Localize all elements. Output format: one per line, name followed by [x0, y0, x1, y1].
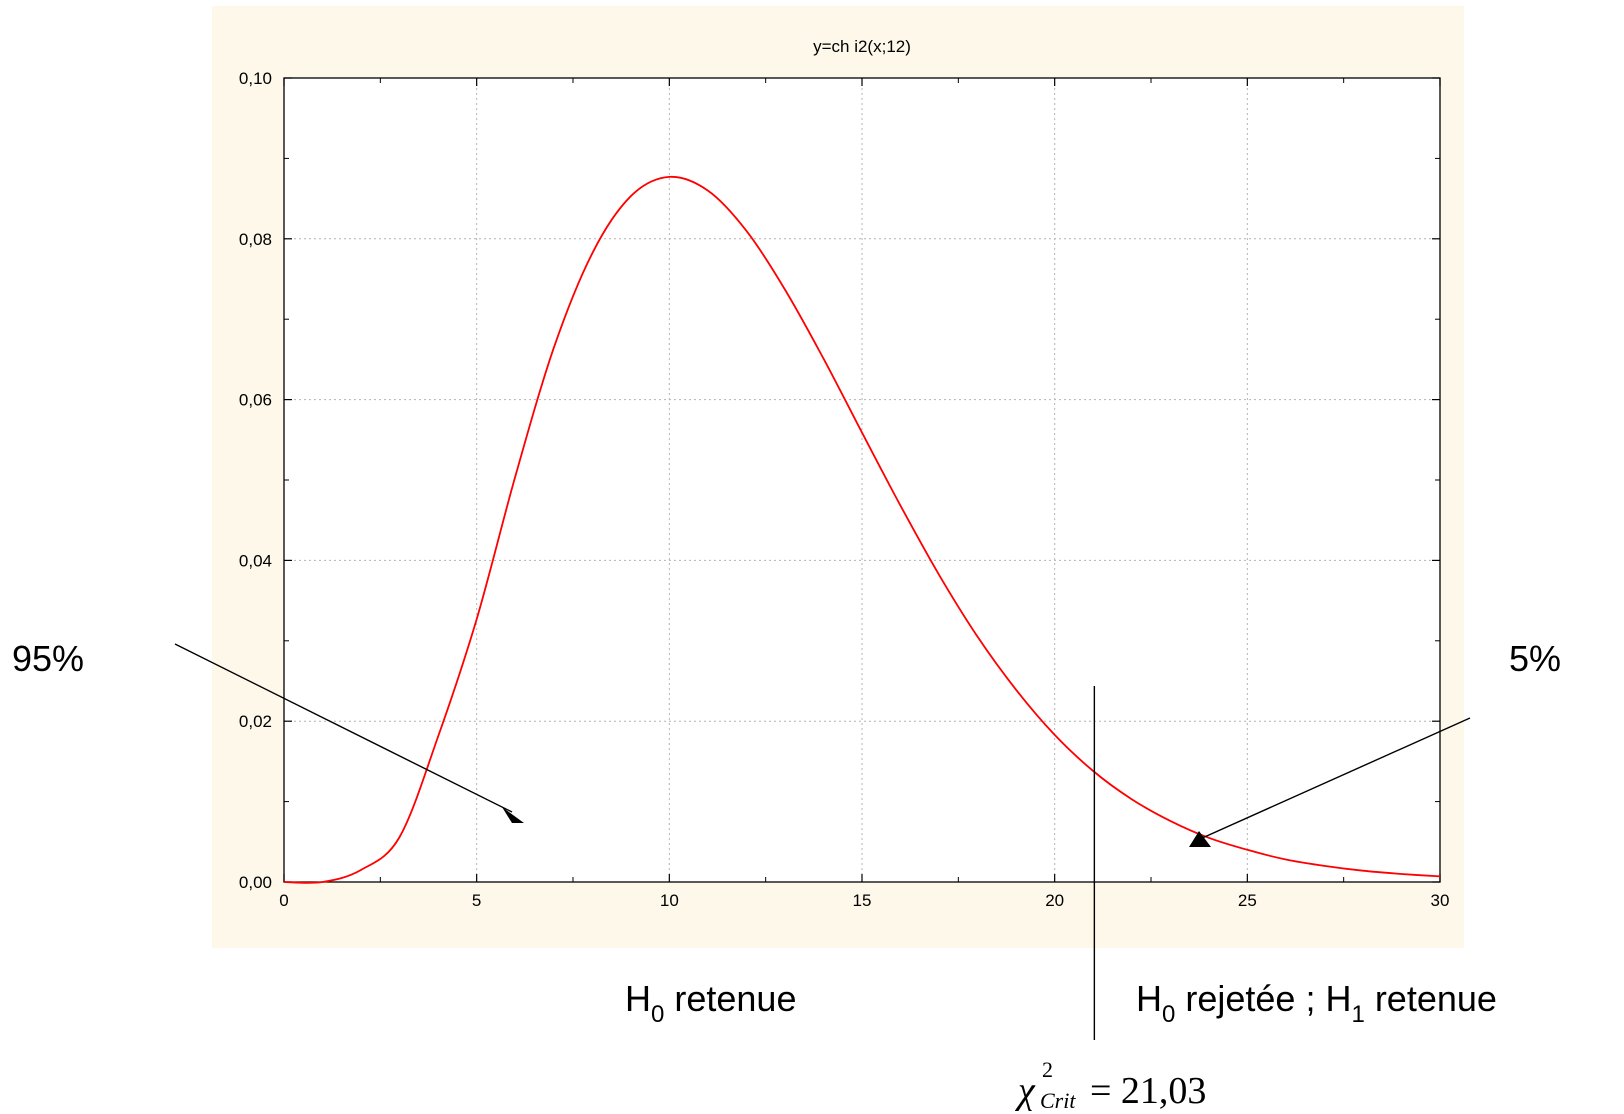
- y-tick-labels: 0,00 0,02 0,04 0,06 0,08 0,10: [239, 69, 272, 892]
- svg-text:= 21,03: = 21,03: [1090, 1070, 1206, 1112]
- x-tick-label: 15: [853, 891, 872, 910]
- svg-text:χ: χ: [1014, 1070, 1036, 1112]
- h0-retained-label: H0 retenue: [625, 978, 796, 1028]
- h0-rejected-label: H0 rejetée ; H1 retenue: [1136, 978, 1497, 1028]
- y-tick-label: 0,04: [239, 551, 272, 570]
- y-tick-label: 0,02: [239, 712, 272, 731]
- annotation-5-percent: 5%: [1509, 638, 1561, 679]
- annotation-95-percent: 95%: [12, 638, 84, 679]
- x-tick-label: 10: [660, 891, 679, 910]
- x-tick-label: 20: [1045, 891, 1064, 910]
- x-tick-label: 0: [279, 891, 288, 910]
- x-tick-labels: 0 5 10 15 20 25 30: [279, 891, 1449, 910]
- y-tick-label: 0,00: [239, 873, 272, 892]
- grid-lines: [284, 78, 1440, 882]
- svg-text:Crit: Crit: [1040, 1088, 1076, 1113]
- arrow-95-percent-head: [502, 807, 524, 823]
- arrow-5-percent-line: [1199, 717, 1471, 840]
- arrow-5-percent-head: [1189, 831, 1211, 847]
- x-tick-label: 5: [472, 891, 481, 910]
- critical-value-label: χ 2 Crit = 21,03: [1014, 1057, 1206, 1113]
- y-tick-label: 0,06: [239, 391, 272, 410]
- series-line-chi2-density: [283, 175, 1441, 884]
- chart-title: y=ch i2(x;12): [813, 37, 911, 56]
- y-tick-label: 0,10: [239, 69, 272, 88]
- svg-text:H0 retenue: H0 retenue: [625, 978, 796, 1028]
- svg-text:2: 2: [1042, 1057, 1053, 1082]
- y-tick-label: 0,08: [239, 230, 272, 249]
- svg-text:H0 rejetée ; H1 retenue: H0 rejetée ; H1 retenue: [1136, 978, 1497, 1028]
- arrow-95-percent-line: [174, 643, 513, 813]
- x-tick-label: 25: [1238, 891, 1257, 910]
- plot-frame: [283, 77, 1441, 883]
- x-tick-label: 30: [1431, 891, 1450, 910]
